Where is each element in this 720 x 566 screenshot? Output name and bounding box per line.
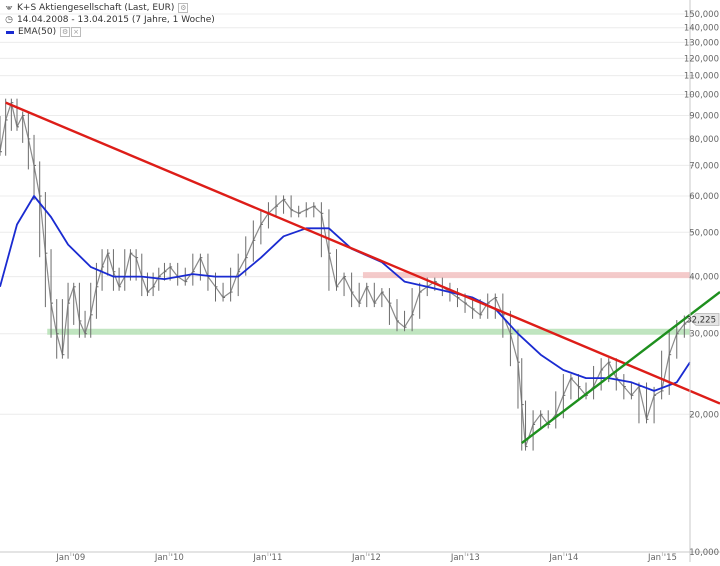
legend-range: 14.04.2008 - 13.04.2015 (7 Jahre, 1 Woch… xyxy=(17,15,215,25)
y-tick-label: 80,000 xyxy=(689,135,719,145)
legend-ema-row: EMA(50) ⚙ × xyxy=(4,26,215,38)
y-tick-label: 100,000 xyxy=(684,91,719,101)
x-tick-label: Jan '10 xyxy=(154,553,184,562)
price-series xyxy=(0,98,692,451)
x-tick-label: Jan '09 xyxy=(55,553,85,562)
y-tick-label: 70,000 xyxy=(689,161,719,171)
y-tick-label: 130,000 xyxy=(684,38,719,48)
y-tick-label: 150,000 xyxy=(684,10,719,20)
legend: ⩖ K+S Aktiengesellschaft (Last, EUR) ⚙ ◷… xyxy=(4,2,215,38)
ema-series xyxy=(0,195,691,392)
y-tick-label: 10,000 xyxy=(689,548,719,558)
y-tick-label: 110,000 xyxy=(684,72,719,82)
chart-type-icon[interactable]: ⩖ xyxy=(5,3,13,13)
last-price-box xyxy=(689,313,720,326)
close-icon[interactable]: × xyxy=(71,27,82,37)
last-price-label: 32,225 xyxy=(686,316,716,326)
settings-icon[interactable]: ⚙ xyxy=(178,3,189,13)
ema-line xyxy=(0,195,691,392)
x-tick-label: Jan '12 xyxy=(351,553,381,562)
ema-swatch xyxy=(6,30,14,34)
x-tick-label: Jan '13 xyxy=(450,553,480,562)
clock-icon[interactable]: ◷ xyxy=(5,15,13,25)
trend-lines xyxy=(5,101,720,445)
settings-icon[interactable]: ⚙ xyxy=(60,27,71,37)
y-tick-label: 90,000 xyxy=(689,111,719,121)
legend-range-row: ◷ 14.04.2008 - 13.04.2015 (7 Jahre, 1 Wo… xyxy=(4,14,215,26)
legend-title: K+S Aktiengesellschaft (Last, EUR) xyxy=(17,3,175,13)
grid-layer xyxy=(0,13,690,553)
y-tick-label: 60,000 xyxy=(689,192,719,202)
x-tick-label: Jan '15 xyxy=(647,553,677,562)
y-tick-label: 30,000 xyxy=(689,330,719,340)
band-layer xyxy=(47,272,690,335)
x-tick-label: Jan '14 xyxy=(548,553,578,562)
legend-ema: EMA(50) xyxy=(18,27,57,37)
y-tick-label: 50,000 xyxy=(689,228,719,238)
y-tick-label: 40,000 xyxy=(689,273,719,283)
legend-title-row: ⩖ K+S Aktiengesellschaft (Last, EUR) ⚙ xyxy=(4,2,215,14)
y-tick-label: 140,000 xyxy=(684,24,719,34)
y-tick-label: 20,000 xyxy=(689,410,719,420)
trend-line xyxy=(521,290,720,445)
last-price-badge: 32,225 xyxy=(686,313,720,326)
y-tick-label: 120,000 xyxy=(684,54,719,64)
trend-line xyxy=(5,101,720,405)
x-tick-label: Jan '11 xyxy=(252,553,282,562)
